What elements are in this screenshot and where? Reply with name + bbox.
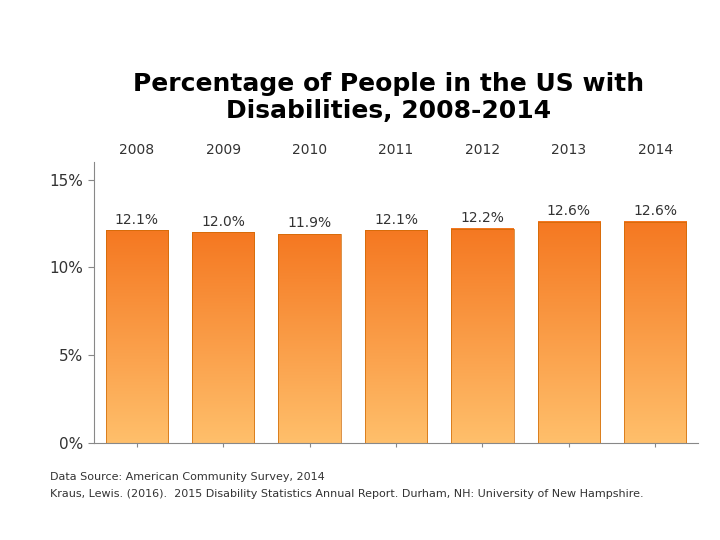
Bar	[192, 232, 254, 443]
Bar	[279, 234, 341, 443]
Text: 2010: 2010	[292, 143, 327, 157]
Text: 12.1%: 12.1%	[114, 213, 159, 227]
Text: Disabilities, 2008-2014: Disabilities, 2008-2014	[226, 99, 552, 123]
Bar	[365, 231, 427, 443]
Text: 12.1%: 12.1%	[374, 213, 418, 227]
Text: 4: 4	[11, 521, 19, 535]
Text: 2008: 2008	[120, 143, 154, 157]
Text: 2011: 2011	[379, 143, 413, 157]
Text: Percentage of People in the US with: Percentage of People in the US with	[133, 72, 644, 96]
Text: 2013: 2013	[552, 143, 586, 157]
Text: 12.6%: 12.6%	[546, 204, 591, 218]
Bar	[538, 221, 600, 443]
Bar	[624, 221, 686, 443]
Text: Kraus, Lewis. (2016).  2015 Disability Statistics Annual Report. Durham, NH: Uni: Kraus, Lewis. (2016). 2015 Disability St…	[50, 489, 644, 499]
Text: 11.9%: 11.9%	[287, 217, 332, 231]
Text: 12.6%: 12.6%	[633, 204, 678, 218]
Bar	[451, 229, 513, 443]
Text: 2014: 2014	[638, 143, 672, 157]
Text: Data Source: American Community Survey, 2014: Data Source: American Community Survey, …	[50, 472, 325, 483]
Text: 12.2%: 12.2%	[461, 211, 504, 225]
Text: 2012: 2012	[465, 143, 500, 157]
Text: 2009: 2009	[206, 143, 240, 157]
Text: 12.0%: 12.0%	[202, 215, 245, 229]
Bar	[106, 231, 168, 443]
